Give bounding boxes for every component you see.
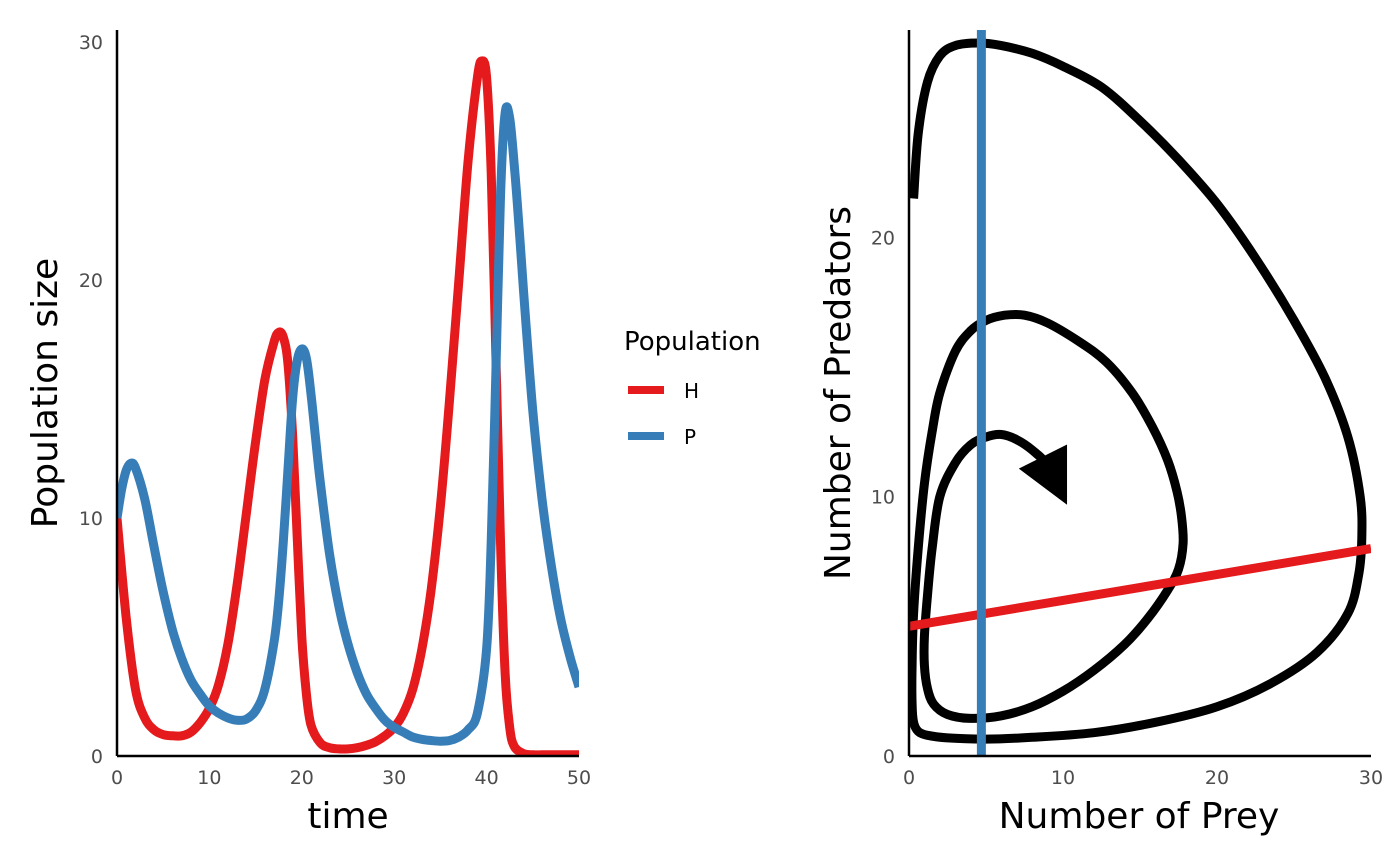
- time-series-panel: 0 10 20 30 40 50 0 10 20 30 time Population size: [25, 30, 591, 837]
- series-prey-zero-growth-isocline: [909, 544, 1371, 631]
- x-tick-label: 40: [475, 767, 499, 789]
- y-tick-label: 20: [871, 227, 895, 249]
- legend: Population H P: [624, 327, 761, 449]
- time-series-lines: [117, 56, 579, 757]
- y-tick-label: 10: [871, 487, 895, 509]
- left-x-tick-labels: 0 10 20 30 40 50: [111, 767, 591, 789]
- x-tick-label: 0: [903, 767, 915, 789]
- right-x-tick-labels: 0 10 20 30: [903, 767, 1383, 789]
- series-trajectory: [909, 38, 1367, 744]
- y-tick-label: 20: [79, 270, 103, 292]
- y-tick-label: 0: [883, 746, 895, 768]
- left-x-axis-title: time: [307, 796, 388, 837]
- right-x-axis-title: Number of Prey: [999, 796, 1280, 837]
- y-tick-label: 0: [91, 746, 103, 768]
- right-y-axis-title: Number of Predators: [818, 206, 859, 580]
- right-y-tick-labels: 0 10 20: [871, 227, 895, 768]
- x-tick-label: 10: [197, 767, 221, 789]
- legend-label-p: P: [684, 425, 696, 449]
- x-tick-label: 30: [1359, 767, 1383, 789]
- x-tick-label: 20: [1205, 767, 1229, 789]
- x-tick-label: 50: [567, 767, 591, 789]
- left-y-axis-title: Population size: [25, 258, 66, 528]
- legend-label-h: H: [684, 379, 699, 403]
- phase-plane-panel: 0 10 20 30 0 10 20 Number of Prey Number of P…: [818, 30, 1383, 837]
- x-tick-label: 10: [1051, 767, 1075, 789]
- y-tick-label: 30: [79, 32, 103, 54]
- left-y-tick-labels: 0 10 20 30: [79, 32, 103, 768]
- y-tick-label: 10: [79, 508, 103, 530]
- phase-plane-lines: [909, 30, 1371, 756]
- x-tick-label: 30: [382, 767, 406, 789]
- legend-title: Population: [624, 327, 761, 357]
- series-p: [117, 102, 579, 746]
- x-tick-label: 0: [111, 767, 123, 789]
- x-tick-label: 20: [290, 767, 314, 789]
